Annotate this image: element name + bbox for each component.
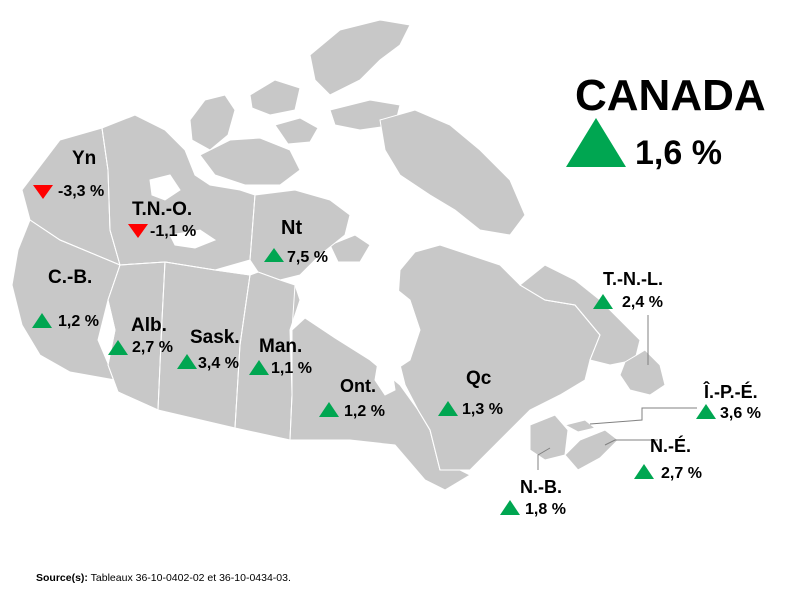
land-shapes (11, 19, 666, 491)
province-name: T.N.-O. (132, 199, 192, 220)
province-label-ne: N.-É. 2,7 % (634, 435, 702, 482)
province-name: N.-É. (650, 435, 691, 456)
province-name: Yn (72, 148, 96, 169)
province-label-sask: Sask. 3,4 % (177, 327, 240, 372)
province-label-tno: T.N.-O. -1,1 % (128, 199, 196, 240)
up-arrow-icon (696, 404, 716, 419)
province-name: C.-B. (48, 267, 92, 288)
arctic-island-misc-2 (274, 117, 319, 145)
up-arrow-icon (593, 294, 613, 309)
down-arrow-icon (128, 224, 148, 238)
callout-lines (537, 315, 697, 470)
province-value: 1,2 % (58, 313, 99, 330)
border-man-ont (289, 284, 296, 441)
source-label: Source(s): (36, 572, 88, 584)
source-text: Tableaux 36-10-0402-02 et 36-10-0434-03. (87, 572, 291, 584)
national-summary: CANADA 1,6 % (566, 71, 766, 172)
province-label-qc: Qc 1,3 % (438, 368, 503, 418)
border-qc-tnl (519, 284, 601, 361)
province-name: T.-N.-L. (603, 269, 663, 289)
callout-nb (537, 447, 551, 470)
up-arrow-icon (634, 464, 654, 479)
province-name: Qc (466, 368, 492, 389)
province-label-ipe: Î.-P.-É. 3,6 % (696, 381, 761, 422)
province-name: N.-B. (520, 477, 562, 497)
arctic-island-misc-1 (249, 79, 301, 116)
up-arrow-icon (177, 354, 197, 369)
region-ont (289, 317, 472, 491)
province-label-cb: C.-B. 1,2 % (32, 267, 99, 330)
arctic-island-baffin (379, 109, 526, 236)
province-value: 3,6 % (720, 405, 761, 422)
national-value: 1,6 % (635, 134, 722, 172)
province-name: Ont. (340, 376, 376, 396)
border-alb-sask (157, 261, 166, 411)
up-arrow-icon (108, 340, 128, 355)
border-yn-tno (101, 127, 121, 266)
james-bay (374, 361, 396, 396)
province-label-nb: N.-B. 1,8 % (500, 477, 566, 518)
province-value: 2,7 % (661, 465, 702, 482)
province-label-yn: Yn -3,3 % (33, 148, 104, 200)
down-arrow-icon (33, 185, 53, 199)
national-up-arrow-icon (566, 118, 626, 167)
up-arrow-icon (249, 360, 269, 375)
region-ipe (563, 419, 597, 433)
up-arrow-icon (32, 313, 52, 328)
province-value: 1,2 % (344, 403, 385, 420)
region-ne (564, 429, 619, 471)
province-name: Sask. (190, 327, 240, 348)
hudson-bay (304, 274, 421, 371)
province-value: 2,7 % (132, 339, 173, 356)
province-value: -3,3 % (58, 183, 104, 200)
arctic-island-banks (189, 94, 236, 151)
border-ont-qc (394, 344, 441, 471)
up-arrow-icon (319, 402, 339, 417)
province-value: 1,3 % (462, 401, 503, 418)
up-arrow-icon (438, 401, 458, 416)
callout-ne (604, 439, 658, 446)
border-tno-nt (249, 194, 256, 275)
callout-ipe (589, 407, 697, 425)
province-name: Î.-P.-É. (703, 381, 758, 402)
province-name: Nt (281, 217, 302, 239)
region-nb (529, 414, 569, 461)
province-borders (29, 127, 601, 471)
province-value: 1,1 % (271, 360, 312, 377)
region-tno (101, 114, 256, 271)
province-label-ont: Ont. 1,2 % (319, 376, 385, 420)
province-name: Man. (259, 336, 302, 357)
province-label-man: Man. 1,1 % (249, 336, 312, 377)
province-label-tnl: T.-N.-L. 2,4 % (593, 269, 663, 311)
great-bear-lake (149, 174, 181, 201)
province-value: 7,5 % (287, 249, 328, 266)
arctic-island-victoria (199, 137, 301, 186)
province-name: Alb. (131, 315, 167, 336)
arctic-island-ellesmere (309, 19, 411, 96)
great-slave-lake (169, 229, 217, 249)
province-value: -1,1 % (150, 223, 196, 240)
province-label-alb: Alb. 2,7 % (108, 315, 173, 356)
up-arrow-icon (500, 500, 520, 515)
border-sask-man (234, 274, 251, 429)
national-title: CANADA (575, 71, 766, 120)
province-value: 2,4 % (622, 294, 663, 311)
border-cb-alb (107, 264, 159, 411)
up-arrow-icon (264, 248, 284, 262)
province-value: 1,8 % (525, 501, 566, 518)
source-note: Source(s): Tableaux 36-10-0402-02 et 36-… (36, 572, 291, 584)
province-label-nt: Nt 7,5 % (264, 217, 328, 266)
province-value: 3,4 % (198, 355, 239, 372)
southampton-island (329, 234, 371, 263)
